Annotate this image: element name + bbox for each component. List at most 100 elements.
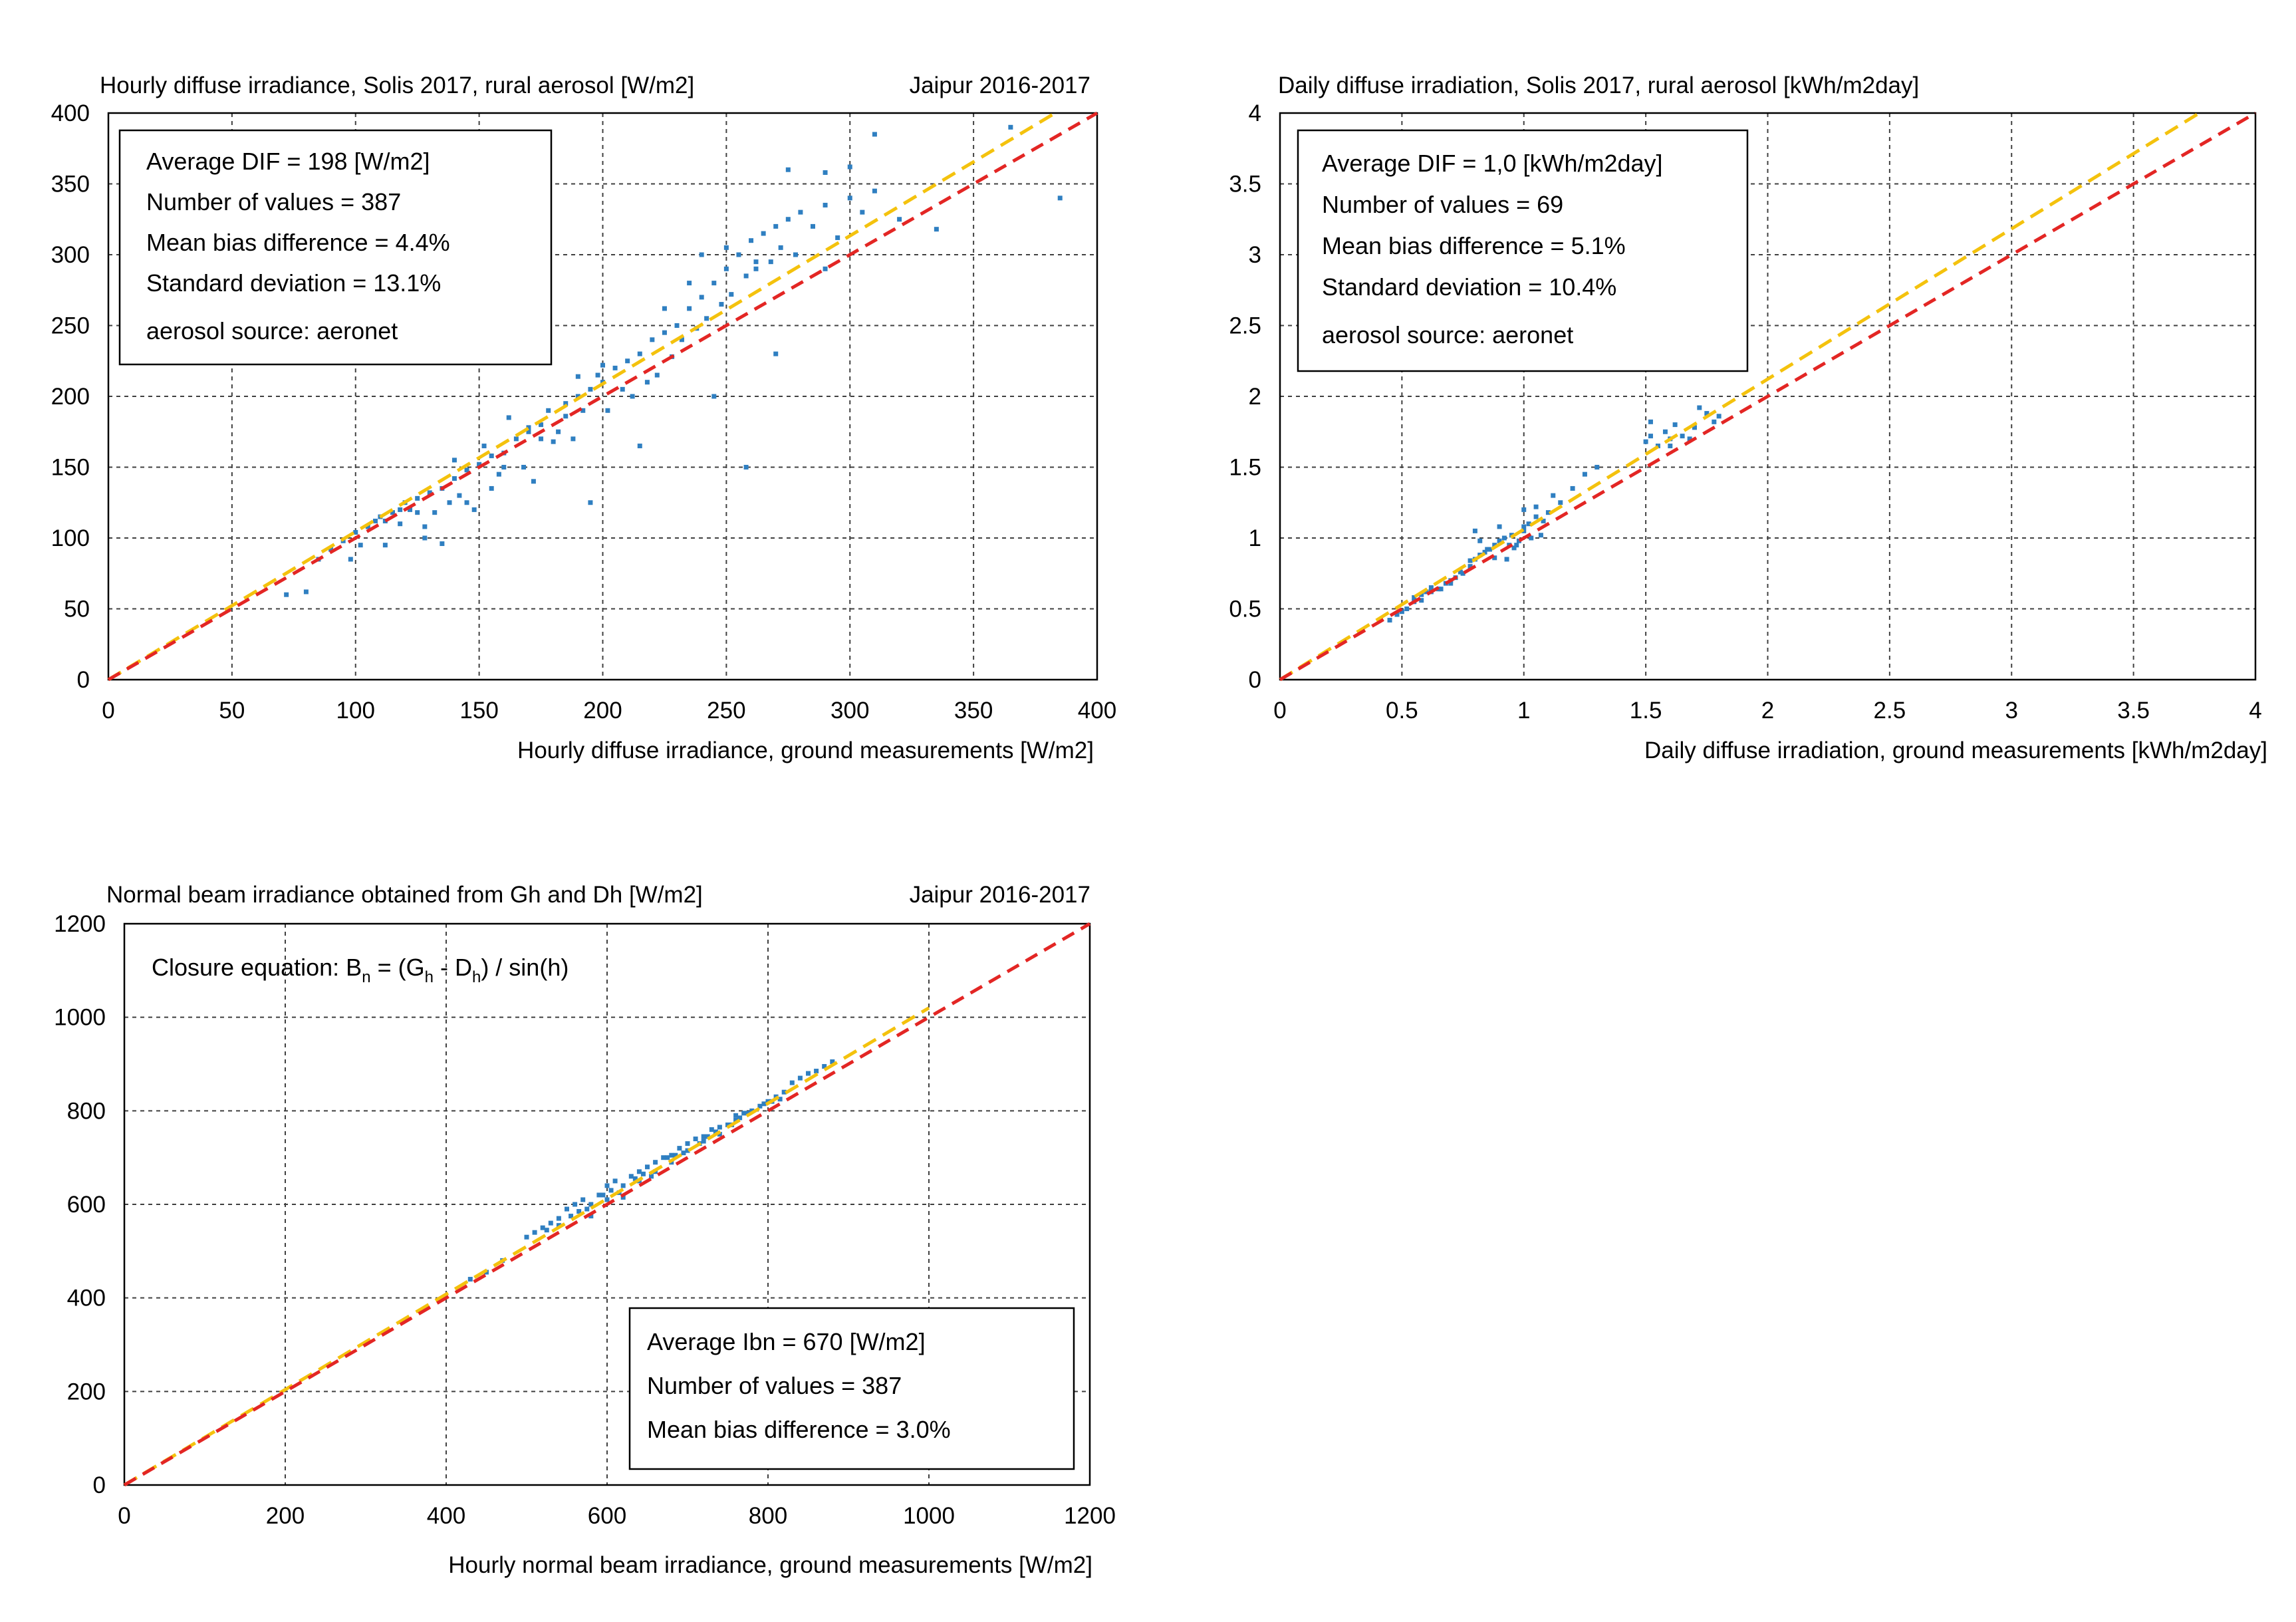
chart3-data-point xyxy=(620,1183,626,1188)
chart3-data-point xyxy=(612,1178,618,1184)
chart2-data-point xyxy=(1511,545,1517,551)
chart1-data-point xyxy=(662,330,667,335)
chart2-data-point xyxy=(1648,434,1653,439)
chart2-data-point xyxy=(1533,504,1539,509)
chart2-x-tick-label: 2.5 xyxy=(1874,698,1906,724)
chart1-title: Hourly diffuse irradiance, Solis 2017, r… xyxy=(100,72,694,98)
chart1-data-point xyxy=(447,500,452,505)
chart1-data-point xyxy=(451,476,457,481)
chart1-data-point xyxy=(563,401,569,406)
chart1-data-point xyxy=(749,238,754,243)
chart3-y-tick-label: 1000 xyxy=(54,1005,106,1031)
chart2-data-point xyxy=(1672,422,1678,428)
chart2-x-tick-label: 3.5 xyxy=(2117,698,2150,724)
chart1-title-right: Jaipur 2016-2017 xyxy=(910,72,1090,98)
chart3-data-point xyxy=(749,1108,755,1113)
chart2-data-point xyxy=(1448,581,1454,586)
chart1-data-point xyxy=(365,524,370,529)
chart1-data-point xyxy=(785,217,791,222)
chart3-data-point xyxy=(757,1103,763,1109)
chart3-data-point xyxy=(701,1139,706,1144)
chart2-data-point xyxy=(1458,569,1463,575)
chart3-data-point xyxy=(573,1202,578,1207)
chart1-stats-box xyxy=(118,129,553,366)
chart2-data-point xyxy=(1668,444,1673,449)
chart1-data-point xyxy=(521,465,527,470)
chart1-data-point xyxy=(506,415,511,420)
chart1-data-point xyxy=(531,479,536,484)
chart1-data-point xyxy=(934,227,939,232)
chart3-stats-box xyxy=(628,1307,1075,1470)
chart2-data-point xyxy=(1497,538,1502,543)
chart1-data-point xyxy=(477,462,482,467)
chart2-y-tick-label: 3.5 xyxy=(1229,172,1261,198)
chart1-y-tick-label: 150 xyxy=(51,455,90,481)
chart2-stat-average: Average DIF = 1,0 [kWh/m2day] xyxy=(1322,150,1663,177)
chart2-data-point xyxy=(1521,524,1527,529)
chart1-data-point xyxy=(496,472,501,477)
chart2-data-point xyxy=(1704,411,1710,416)
chart1-data-point xyxy=(897,217,902,222)
chart-hourly-diffuse: Hourly diffuse irradiance, Solis 2017, r… xyxy=(51,72,1117,763)
chart2-stat-aerosol: aerosol source: aeronet xyxy=(1322,321,1573,348)
chart2-data-point xyxy=(1594,465,1600,470)
chart2-data-point xyxy=(1516,538,1521,543)
chart2-x-tick-label: 0 xyxy=(1273,698,1286,724)
chart2-data-point xyxy=(1438,587,1444,592)
chart2-plot-frame xyxy=(1279,112,2257,681)
chart1-y-tick-label: 300 xyxy=(51,242,90,268)
chart1-data-point xyxy=(539,422,544,428)
chart3-x-tick-label: 600 xyxy=(588,1503,626,1529)
chart2-data-point xyxy=(1558,500,1563,505)
chart1-stat-aerosol: aerosol source: aeronet xyxy=(146,317,398,344)
chart3-data-point xyxy=(556,1223,561,1228)
chart1-data-point xyxy=(539,436,544,442)
chart1-y-tick-label: 250 xyxy=(51,313,90,339)
chart1-stat-sd: Standard deviation = 13.1% xyxy=(146,269,441,297)
chart1-x-tick-label: 400 xyxy=(1078,698,1116,724)
chart3-data-point xyxy=(806,1071,811,1076)
chart1-data-point xyxy=(736,252,741,257)
chart1-data-point xyxy=(575,394,580,399)
chart1-data-point xyxy=(773,223,779,229)
chart2-data-point xyxy=(1460,571,1466,576)
chart1-x-tick-label: 350 xyxy=(954,698,993,724)
chart1-y-tick-label: 350 xyxy=(51,172,90,198)
chart3-data-point xyxy=(677,1146,682,1151)
chart1-data-point xyxy=(563,414,569,419)
chart3-data-point xyxy=(741,1111,747,1116)
chart2-data-point xyxy=(1428,585,1434,591)
chart3-title: Normal beam irradiance obtained from Gh … xyxy=(106,882,703,908)
chart3-data-point xyxy=(604,1183,610,1188)
chart3-data-point xyxy=(685,1148,690,1153)
chart3-x-tick-label: 800 xyxy=(749,1503,787,1529)
chart1-x-tick-label: 300 xyxy=(830,698,869,724)
chart1-data-point xyxy=(303,589,309,595)
chart2-data-point xyxy=(1538,533,1543,538)
chart3-closure-equation: Closure equation: Bn = (Gh - Dh) / sin(h… xyxy=(152,954,569,986)
chart1-y-tick-label: 50 xyxy=(64,597,90,622)
chart1-data-point xyxy=(711,394,717,399)
chart3-data-point xyxy=(673,1152,678,1158)
chart3-data-point xyxy=(649,1174,654,1179)
chart3-x-tick-label: 1000 xyxy=(903,1503,955,1529)
chart3-y-tick-label: 600 xyxy=(67,1192,106,1218)
chart1-data-point xyxy=(398,521,403,527)
chart3-data-point xyxy=(761,1101,767,1107)
chart2-y-tick-label: 1 xyxy=(1249,525,1261,551)
chart3-y-tick-label: 800 xyxy=(67,1098,106,1124)
chart2-data-point xyxy=(1648,419,1653,424)
chart1-x-tick-label: 200 xyxy=(583,698,622,724)
chart1-data-point xyxy=(348,557,353,562)
chart1-data-point xyxy=(390,510,396,515)
chart1-data-point xyxy=(729,292,734,297)
chart1-data-point xyxy=(481,444,487,449)
chart1-data-point xyxy=(637,351,642,356)
chart1-data-point xyxy=(408,507,413,512)
chart3-data-point xyxy=(524,1234,529,1240)
chart1-data-point xyxy=(743,273,749,279)
chart1-stat-count: Number of values = 387 xyxy=(146,188,401,215)
chart1-data-point xyxy=(743,465,749,470)
chart1-x-tick-label: 150 xyxy=(459,698,498,724)
chart1-data-point xyxy=(457,493,462,498)
